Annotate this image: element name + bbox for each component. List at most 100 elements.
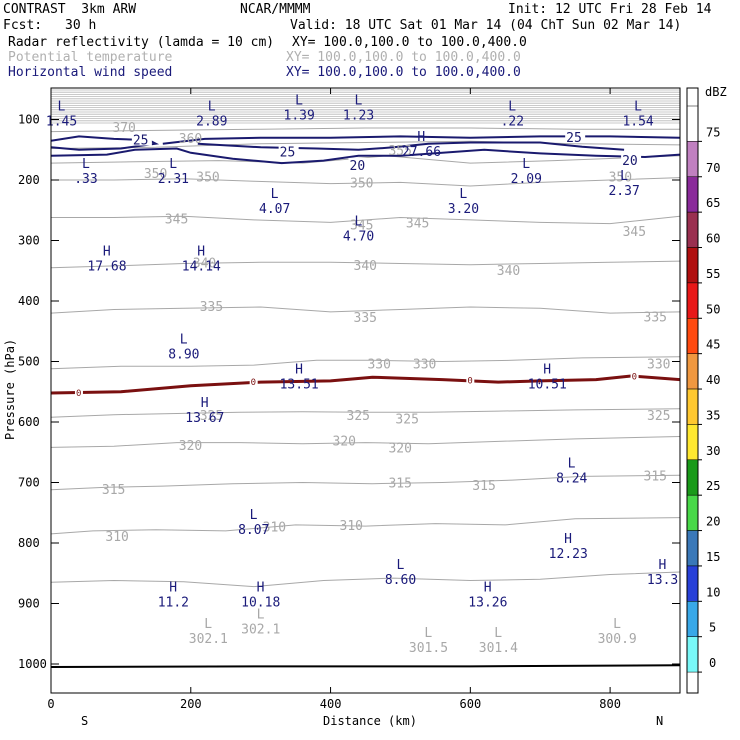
freezing-label-bg xyxy=(74,386,83,397)
wind-contour-line xyxy=(162,135,680,145)
field-xy-reflectivity: XY= 100.0,100.0 to 100.0,400.0 xyxy=(292,35,527,50)
extremum-value: 11.2 xyxy=(158,595,189,610)
valid-time: Valid: 18 UTC Sat 01 Mar 14 (04 ChT Sun … xyxy=(290,18,682,33)
theta-contour-label: 315 xyxy=(388,477,411,492)
theta-contour-label: 310 xyxy=(263,520,286,535)
extremum-value: 13.67 xyxy=(185,411,224,426)
extremum-value: 1.45 xyxy=(46,115,77,130)
freezing-label-bg xyxy=(249,376,258,387)
theta-contour-305 xyxy=(51,571,680,588)
extremum-marker: H xyxy=(103,245,111,260)
theta-contour-label: 315 xyxy=(472,479,495,494)
extremum-marker: L xyxy=(295,93,303,108)
freezing-level-line xyxy=(51,374,680,395)
colorbar-tick-label: 5 xyxy=(709,621,716,635)
colorbar-swatch xyxy=(686,353,699,390)
extremum-value: 12.23 xyxy=(549,547,588,562)
extremum-value: 301.4 xyxy=(479,641,518,656)
theta-contour-320 xyxy=(51,436,680,448)
extremum-value: .33 xyxy=(74,172,97,187)
extremum-marker: L xyxy=(620,169,628,184)
extremum-value: 4.70 xyxy=(343,229,374,244)
theta-contour-370 xyxy=(51,127,680,133)
init-time: Init: 12 UTC Fri 28 Feb 14 xyxy=(508,2,712,17)
colorbar-swatch xyxy=(686,601,699,637)
colorbar-swatch xyxy=(686,459,699,496)
theta-contour-label: 370 xyxy=(112,121,135,136)
colorbar-tick-label: 20 xyxy=(706,515,720,529)
x-end-label-north: N xyxy=(656,714,663,728)
theta-contour-340 xyxy=(51,260,680,269)
x-tick-label: 200 xyxy=(180,697,202,711)
extremum-value: 13.3 xyxy=(647,573,678,588)
theta-contour-label: 355 xyxy=(388,144,411,159)
colorbar-tick-label: 60 xyxy=(706,232,720,246)
freezing-label-bg xyxy=(466,374,475,385)
extremum-value: 1.23 xyxy=(343,108,374,123)
extremum-marker: L xyxy=(355,214,363,229)
field-label-reflectivity: Radar reflectivity (lamda = 10 cm) xyxy=(8,35,275,50)
colorbar-swatch xyxy=(686,494,699,531)
extremum-value: 301.5 xyxy=(409,641,448,656)
extremum-value: 8.24 xyxy=(556,471,587,486)
field-xy-wind: XY= 100.0,100.0 to 100.0,400.0 xyxy=(286,65,521,80)
extremum-value: 10.51 xyxy=(528,378,567,393)
extremum-marker: L xyxy=(82,157,90,172)
theta-contour-label: 330 xyxy=(413,358,436,373)
extremum-marker: L xyxy=(613,617,621,632)
org-label: NCAR/MMMM xyxy=(240,2,311,17)
extremum-value: 302.1 xyxy=(241,623,280,638)
extremum-value: 1.54 xyxy=(622,115,653,130)
extremum-marker: L xyxy=(180,332,188,347)
wind-label-bg xyxy=(278,144,299,158)
theta-contour-label: 335 xyxy=(200,300,223,315)
colorbar-tick-label: 45 xyxy=(706,338,720,352)
theta-contour-330 xyxy=(51,356,680,370)
colorbar-swatch xyxy=(686,530,699,567)
colorbar-tick-label: 10 xyxy=(706,585,720,599)
extremum-marker: H xyxy=(564,532,572,547)
theta-contour-label: 345 xyxy=(406,217,429,232)
theta-contour-label: 325 xyxy=(395,413,418,428)
extremum-value: 14.14 xyxy=(182,260,221,275)
extremum-marker: L xyxy=(208,100,216,115)
wind-label-bg xyxy=(621,153,642,167)
colorbar-swatch xyxy=(686,247,699,284)
extremum-value: 2.09 xyxy=(511,172,542,187)
theta-contour-360 xyxy=(51,140,680,149)
extremum-value: 2.37 xyxy=(608,184,639,199)
extremum-value: 3.20 xyxy=(448,202,479,217)
colorbar-tick-label: 55 xyxy=(706,267,720,281)
theta-contour-label: 320 xyxy=(333,434,356,449)
colorbar-swatch xyxy=(686,318,699,354)
theta-contour-label: 325 xyxy=(347,409,370,424)
field-label-wind: Horizontal wind speed xyxy=(8,65,173,80)
extremum-value: 8.60 xyxy=(385,573,416,588)
extremum-marker: L xyxy=(355,93,363,108)
y-tick-label: 300 xyxy=(18,234,40,248)
extremum-marker: H xyxy=(197,245,205,260)
theta-contour-label: 310 xyxy=(340,519,363,534)
extremum-marker: H xyxy=(257,580,265,595)
colorbar-swatch xyxy=(686,424,699,461)
y-tick-label: 500 xyxy=(18,355,40,369)
colorbar-swatch xyxy=(686,565,699,602)
wind-label-bg xyxy=(348,157,369,171)
wind-contour-line xyxy=(51,135,160,151)
colorbar-frame xyxy=(686,87,699,694)
colorbar-tick-label: 70 xyxy=(706,161,720,175)
freezing-level-label: 0 xyxy=(632,373,637,383)
theta-contour-label: 335 xyxy=(644,310,667,325)
extremum-marker: H xyxy=(543,363,551,378)
colorbar-swatch xyxy=(686,176,699,213)
extremum-value: 2.31 xyxy=(158,172,189,187)
theta-contour-310 xyxy=(51,517,680,535)
theta-contour-label: 340 xyxy=(193,256,216,271)
theta-contour-345 xyxy=(51,215,680,225)
colorbar-tick-label: 15 xyxy=(706,550,720,564)
colorbar-tick-label: 40 xyxy=(706,373,720,387)
theta-contour-label: 320 xyxy=(179,439,202,454)
colorbar-tick-label: 30 xyxy=(706,444,720,458)
theta-contour-label: 320 xyxy=(388,442,411,457)
